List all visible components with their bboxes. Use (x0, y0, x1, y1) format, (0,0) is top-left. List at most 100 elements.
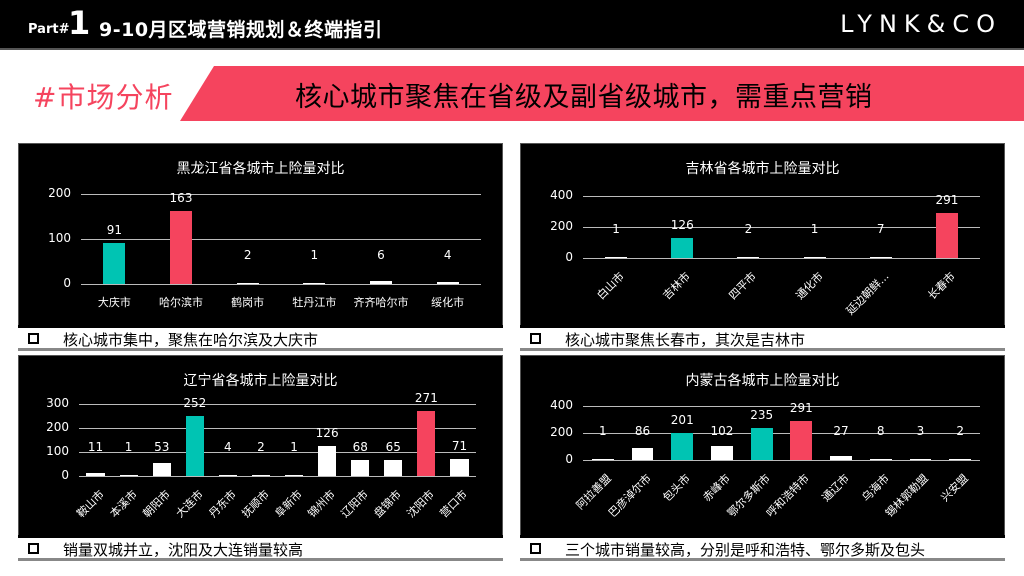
data-label: 1 (310, 248, 319, 262)
headline-banner: 核心城市聚焦在省级及副省级城市，需重点营销 (180, 66, 1024, 121)
data-label: 126 (670, 218, 694, 233)
gridline (81, 284, 481, 285)
bar (631, 448, 654, 460)
data-label: 65 (385, 440, 401, 454)
data-label: 1 (290, 440, 298, 454)
gridline (79, 452, 476, 453)
gridline (79, 404, 476, 405)
gridline (583, 196, 980, 197)
data-label: 1 (124, 440, 133, 454)
bar (185, 415, 204, 476)
x-tick-label: 乌海市 (859, 471, 892, 505)
x-tick-label: 包头市 (660, 471, 694, 505)
bar (119, 475, 138, 476)
x-tick-label: 鹤岗市 (231, 296, 265, 309)
chart-title: 内蒙古各城市上险量对比 (685, 373, 840, 389)
note-text: 核心城市集中，聚焦在哈尔滨及大庆市 (63, 331, 319, 349)
bar (869, 458, 892, 460)
gridline (583, 258, 980, 259)
y-tick-label: 200 (550, 219, 573, 233)
note-text: 三个城市销量较高，分别是呼和浩特、鄂尔多斯及包头 (565, 541, 926, 559)
data-label: 1 (599, 424, 607, 438)
bar (671, 238, 694, 258)
data-label: 2 (243, 248, 252, 262)
x-tick-label: 四平市 (726, 269, 760, 303)
x-tick-label: 抚顺市 (239, 487, 272, 521)
gridline (583, 406, 980, 407)
chart-panel-liaoning: 辽宁省各城市上险量对比 11 1 53 252 4 2 1 126 68 65 271 71 0 100 20… (18, 355, 503, 538)
x-tick-label: 沈阳市 (404, 487, 438, 521)
chart-title: 黑龙江省各城市上险量对比 (176, 161, 345, 177)
x-tick-label: 牡丹江市 (292, 296, 337, 309)
data-label: 3 (916, 424, 925, 438)
bar (417, 410, 436, 476)
data-label: 102 (710, 424, 734, 438)
data-label: 71 (451, 438, 468, 453)
y-tick-label: 0 (565, 452, 573, 466)
bar (86, 473, 105, 476)
bar (170, 210, 192, 284)
bar (790, 420, 813, 460)
bar (949, 459, 972, 460)
bar (711, 446, 733, 460)
data-label: 86 (634, 424, 651, 438)
bullet-square-icon (530, 543, 541, 554)
bullet-square-icon (28, 333, 39, 344)
data-label: 4 (443, 248, 452, 262)
plot-area: 1 86 201 102 235 291 27 8 3 2 (583, 401, 980, 461)
gridline (81, 194, 481, 195)
data-label: 7 (876, 222, 885, 236)
y-tick-label: 200 (46, 420, 69, 434)
chart-panel-jilin: 吉林省各城市上险量对比 1 126 2 1 7 291 0 200 400 白山市 吉林市 四平市 通化市… (520, 143, 1005, 326)
x-tick-label: 白山市 (594, 269, 628, 303)
x-tick-label: 延边朝鲜... (843, 269, 892, 318)
data-label: 27 (833, 424, 849, 438)
y-tick-label: 0 (565, 250, 573, 264)
bar (605, 257, 628, 258)
bar (737, 257, 760, 258)
data-label: 6 (377, 248, 385, 262)
data-label: 235 (750, 408, 774, 423)
note-text: 核心城市聚焦长春市，其次是吉林市 (565, 331, 806, 349)
bar (103, 243, 126, 284)
bar (251, 475, 271, 476)
bar (284, 475, 304, 476)
x-tick-label: 绥化市 (431, 296, 465, 309)
bar (909, 459, 932, 460)
part-number: 1 (68, 4, 91, 42)
data-label: 163 (169, 190, 193, 205)
plot-area: 1 126 2 1 7 291 (583, 193, 980, 259)
gridline (583, 433, 980, 434)
bar (803, 257, 826, 258)
y-tick-label: 300 (46, 396, 69, 410)
data-label: 2 (956, 424, 964, 438)
x-tick-label: 通化市 (793, 269, 826, 303)
x-tick-label: 阜新市 (272, 487, 305, 521)
bar (236, 283, 259, 284)
note-liaoning: 销量双城并立，沈阳及大连销量较高 (18, 535, 503, 561)
bullet-square-icon (530, 333, 541, 344)
x-tick-label: 锦州市 (305, 487, 339, 521)
x-tick-label: 长春市 (925, 269, 958, 303)
top-header-bar: Part# 1 9-10月区域营销规划＆终端指引 LYNK&CO (0, 0, 1024, 50)
gridline (79, 476, 476, 477)
bar (830, 456, 852, 460)
data-label: 2 (257, 440, 265, 454)
bar (935, 212, 958, 258)
data-label: 8 (876, 424, 885, 438)
bullet-square-icon (28, 543, 39, 554)
bar (351, 459, 370, 476)
y-tick-label: 400 (550, 188, 573, 202)
gridline (79, 428, 476, 429)
bar (591, 459, 614, 460)
x-tick-label: 兴安盟 (938, 471, 972, 505)
data-label: 4 (224, 440, 232, 454)
plot-area: 11 1 53 252 4 2 1 126 68 65 271 71 (79, 391, 476, 477)
section-tag: #市场分析 (33, 81, 174, 114)
chart-title: 辽宁省各城市上险量对比 (183, 373, 338, 389)
gridline (81, 239, 481, 240)
page-title: 9-10月区域营销规划＆终端指引 (99, 19, 383, 41)
y-tick-label: 200 (48, 186, 71, 200)
y-tick-label: 200 (550, 425, 573, 439)
x-tick-label: 盘锦市 (371, 487, 405, 521)
